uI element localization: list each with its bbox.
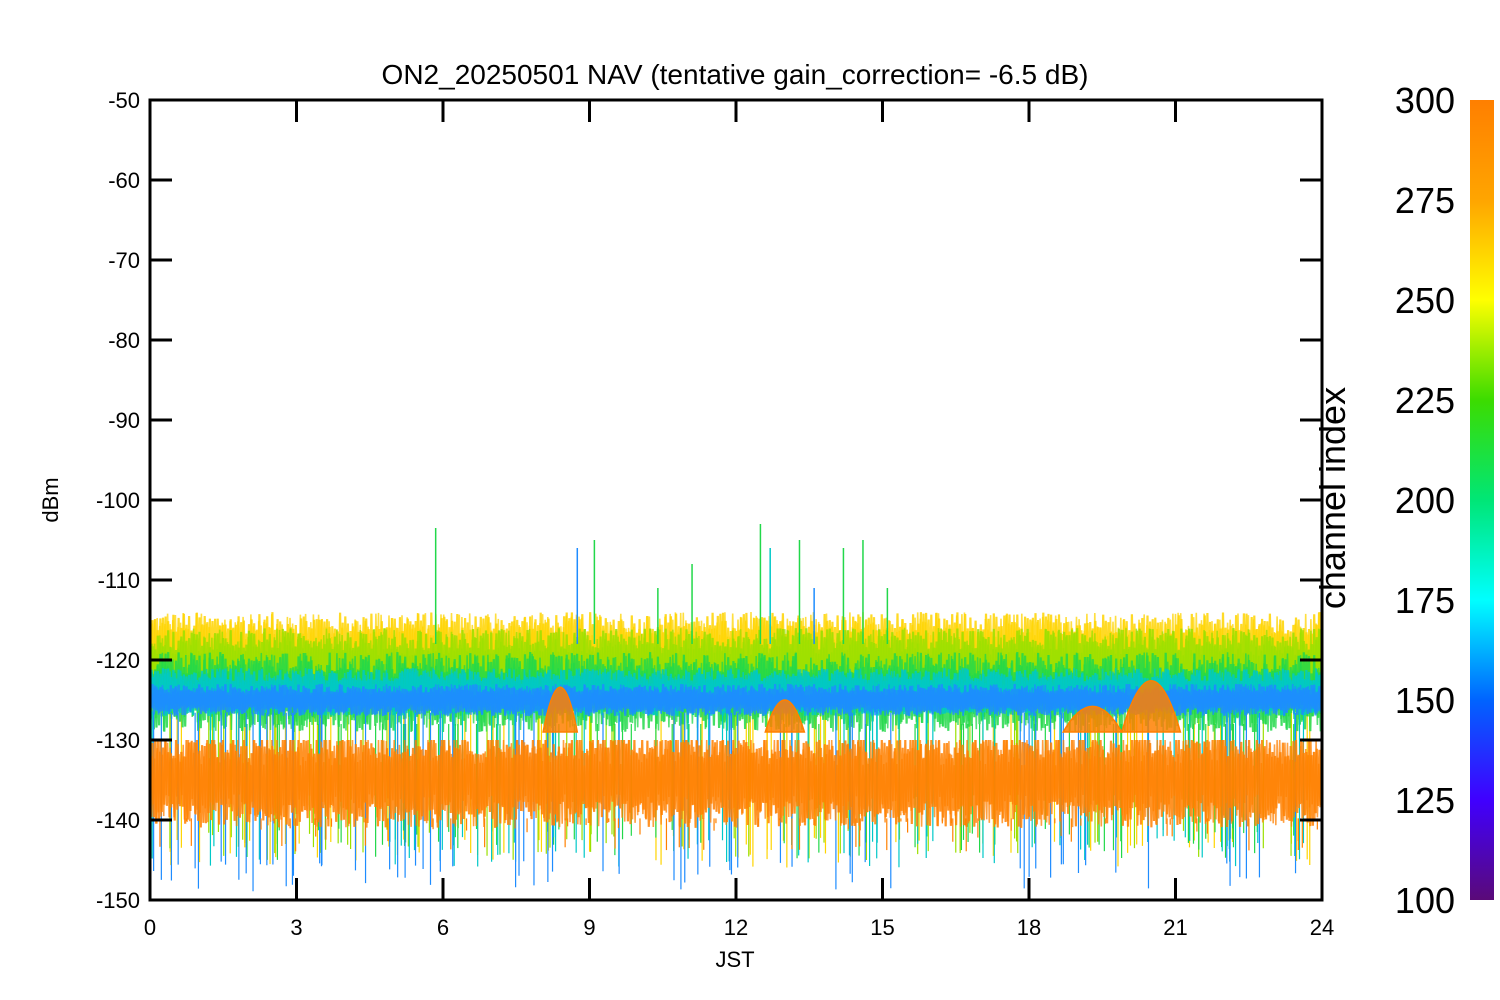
colorbar-tick-label: 150 [1395, 680, 1455, 721]
y-axis-label: dBm [38, 477, 63, 522]
colorbar-tick-label: 225 [1395, 380, 1455, 421]
colorbar-label: channel index [1312, 387, 1353, 609]
x-tick-label: 21 [1163, 915, 1187, 940]
series-line [150, 683, 1322, 717]
y-tick-label: -80 [108, 328, 140, 353]
series-line [150, 739, 1322, 828]
bump-mark [1120, 680, 1182, 733]
colorbar-tick-label: 275 [1395, 180, 1455, 221]
colorbar-tick-label: 125 [1395, 780, 1455, 821]
y-tick-label: -140 [96, 808, 140, 833]
x-tick-label: 6 [437, 915, 449, 940]
colorbar [1470, 100, 1494, 900]
x-tick-label: 9 [583, 915, 595, 940]
colorbar-ticks: 300 275 250 225 200 175 150 125 100 [1395, 80, 1455, 921]
y-tick-label: -150 [96, 888, 140, 913]
x-tick-label: 3 [290, 915, 302, 940]
y-tick-label: -90 [108, 408, 140, 433]
colorbar-tick-label: 300 [1395, 80, 1455, 121]
plot-area [150, 524, 1322, 892]
bump-mark [764, 699, 806, 733]
bump-mark [1061, 705, 1124, 733]
x-tick-label: 24 [1310, 915, 1334, 940]
x-tick-label: 18 [1017, 915, 1041, 940]
y-tick-label: -70 [108, 248, 140, 273]
colorbar-tick-label: 200 [1395, 480, 1455, 521]
y-tick-label: -50 [108, 88, 140, 113]
x-axis: 0 3 6 9 12 15 18 21 24 [144, 100, 1334, 940]
x-axis-label: JST [715, 947, 754, 972]
colorbar-tick-label: 250 [1395, 280, 1455, 321]
x-tick-label: 15 [870, 915, 894, 940]
chart-title: ON2_20250501 NAV (tentative gain_correct… [382, 59, 1089, 90]
y-axis: -50 -60 -70 -80 -90 -100 -110 -120 -130 -140 -150 [96, 88, 1322, 913]
colorbar-tick-label: 175 [1395, 580, 1455, 621]
y-tick-label: -130 [96, 728, 140, 753]
colorbar-tick-label: 100 [1395, 880, 1455, 921]
bump-mark [542, 686, 579, 733]
y-tick-label: -120 [96, 648, 140, 673]
y-tick-label: -100 [96, 488, 140, 513]
y-tick-label: -60 [108, 168, 140, 193]
x-tick-label: 0 [144, 915, 156, 940]
y-tick-label: -110 [98, 568, 140, 593]
x-tick-label: 12 [724, 915, 748, 940]
